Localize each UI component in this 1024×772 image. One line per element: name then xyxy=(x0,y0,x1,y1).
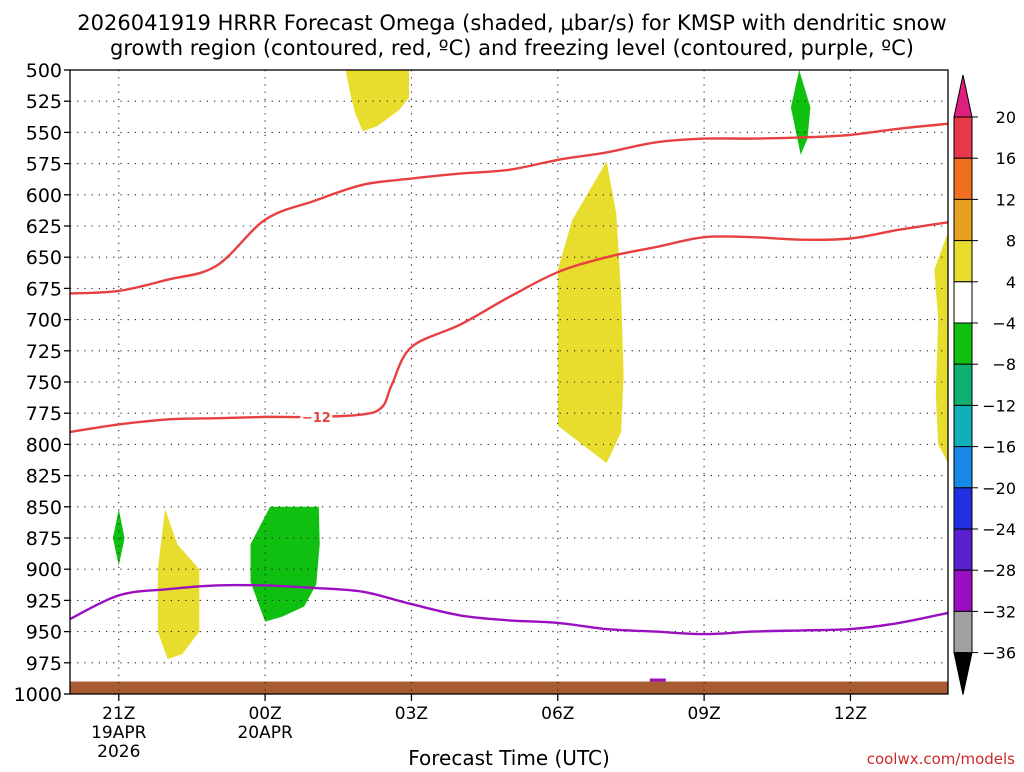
colorbar-label: −24 xyxy=(982,520,1016,539)
y-tick-label: 550 xyxy=(26,122,62,144)
x-tick-sublabel-date: 19APR xyxy=(91,723,147,743)
y-tick-label: 525 xyxy=(26,91,62,113)
y-tick-label: 675 xyxy=(26,278,62,300)
terrain-layer xyxy=(70,678,948,694)
chart-title-line2: growth region (contoured, red, ºC) and f… xyxy=(110,36,914,60)
contour-label-layer: −12 xyxy=(300,408,333,426)
colorbar-label: −16 xyxy=(982,438,1016,457)
y-tick-label: 875 xyxy=(26,528,62,550)
colorbar-bin xyxy=(953,446,973,489)
contour-layer xyxy=(69,122,949,636)
contour-label: −12 xyxy=(302,411,331,426)
y-tick-label: 800 xyxy=(26,434,62,456)
y-tick-label: 625 xyxy=(26,216,62,238)
colorbar-label: 16 xyxy=(996,149,1016,168)
colorbar-bin xyxy=(953,610,973,654)
credit-text: coolwx.com/models xyxy=(867,750,1015,768)
y-axis: 500 525 550 575 600 625 650 675 700 725 750 775 800 8… xyxy=(14,60,70,706)
colorbar-label: −4 xyxy=(992,314,1016,333)
colorbar-bin xyxy=(953,116,973,159)
colorbar-bin xyxy=(953,198,973,242)
omega-shading-layer xyxy=(112,70,948,660)
terrain-band xyxy=(70,681,948,694)
colorbar-bin xyxy=(953,569,973,612)
omega-region-yellow-06z-07z xyxy=(557,161,624,464)
y-tick-label: 825 xyxy=(26,466,62,488)
y-tick-label: 950 xyxy=(26,622,62,644)
omega-region-yellow-right-edge xyxy=(934,232,948,464)
y-tick-label: 775 xyxy=(26,403,62,425)
y-tick-label: 575 xyxy=(26,154,62,176)
y-tick-label: 750 xyxy=(26,372,62,394)
omega-region-green-upper-11z xyxy=(790,70,811,155)
y-tick-label: 650 xyxy=(26,247,62,269)
colorbar-bottom-arrow xyxy=(953,652,973,695)
dgz-contour-upper-red xyxy=(69,122,949,295)
omega-region-yellow-upper-03z xyxy=(345,70,409,132)
colorbar-bin xyxy=(953,157,973,200)
colorbar-label: −28 xyxy=(982,561,1016,580)
colorbar-bin xyxy=(953,487,973,530)
y-tick-label: 850 xyxy=(26,497,62,519)
chart-title-line1: 2026041919 HRRR Forecast Omega (shaded, … xyxy=(77,11,946,35)
y-tick-label: 725 xyxy=(26,341,62,363)
y-tick-label: 600 xyxy=(26,185,62,207)
y-tick-label: 700 xyxy=(26,310,62,332)
freezing-level-speck xyxy=(649,678,666,682)
colorbar-label: 4 xyxy=(1006,273,1016,292)
colorbar-label: −36 xyxy=(982,644,1016,663)
contour-label-bg xyxy=(300,408,333,424)
y-tick-label: 1000 xyxy=(14,684,62,706)
omega-region-green-low-21z xyxy=(112,509,125,566)
colorbar-label: 8 xyxy=(1006,232,1016,251)
colorbar-label: 20 xyxy=(996,108,1016,127)
x-tick-label: 00Z xyxy=(248,704,281,724)
x-tick-sublabel-date: 20APR xyxy=(237,723,293,743)
colorbar-label: −32 xyxy=(982,602,1016,621)
x-tick-label: 06Z xyxy=(541,704,574,724)
colorbar-label: 12 xyxy=(996,190,1016,209)
colorbar-bin xyxy=(953,363,973,406)
colorbar-bin xyxy=(953,240,973,283)
x-tick-sublabel-year: 2026 xyxy=(97,742,140,762)
y-tick-label: 975 xyxy=(26,653,62,675)
x-tick-label: 21Z xyxy=(102,704,135,724)
colorbar-label: −12 xyxy=(982,396,1016,415)
x-tick-label: 12Z xyxy=(834,704,867,724)
y-tick-label: 500 xyxy=(26,60,62,82)
dgz-contour-lower-red xyxy=(69,221,949,434)
colorbar-bin xyxy=(953,404,973,448)
x-axis-title: Forecast Time (UTC) xyxy=(408,746,610,768)
y-tick-label: 900 xyxy=(26,559,62,581)
x-tick-label: 09Z xyxy=(687,704,720,724)
colorbar-label: −8 xyxy=(992,355,1016,374)
colorbar-label: −20 xyxy=(982,479,1016,498)
freezing-level-purple-0C xyxy=(69,583,949,636)
omega-region-green-low-00z-01z xyxy=(250,506,320,622)
colorbar-bin xyxy=(953,281,973,324)
omega-region-yellow-low-22z xyxy=(157,509,200,660)
colorbar-bin xyxy=(953,528,973,571)
colorbar: 20 16 12 8 4 −4 −8 −12 −16 −20 −24 −28 −32 −36 xyxy=(953,74,1016,695)
colorbar-bin xyxy=(953,322,973,365)
y-tick-label: 925 xyxy=(26,590,62,612)
x-tick-label: 03Z xyxy=(395,704,428,724)
